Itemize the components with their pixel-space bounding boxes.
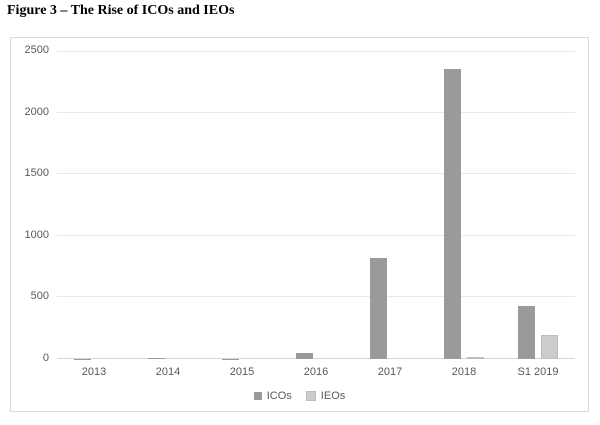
x-axis-label-2015: 2015 — [229, 366, 255, 378]
bar-group-2015 — [205, 51, 279, 359]
legend-label-icos: ICOs — [266, 390, 292, 402]
gridline — [57, 296, 575, 298]
x-axis-label-2014: 2014 — [155, 366, 181, 378]
bar-group-2013 — [57, 51, 131, 359]
figure-title: Figure 3 – The Rise of ICOs and IEOs — [7, 3, 235, 18]
x-axis-labels: 2013 2014 2015 2016 2017 2018 S1 2019 — [57, 366, 575, 378]
y-tick-label: 500 — [30, 290, 49, 303]
legend-swatch-icos — [253, 392, 262, 400]
x-axis-label-2013: 2013 — [81, 366, 107, 378]
y-axis-labels: 0 500 1000 1500 2000 2500 — [11, 38, 49, 411]
bar-group-2016 — [279, 51, 353, 359]
bar-icos-s1-2019 — [518, 306, 535, 359]
bar-icos-2016 — [296, 353, 313, 359]
y-tick-label: 1000 — [24, 228, 49, 241]
x-axis-label-2018: 2018 — [451, 366, 477, 378]
y-tick-label: 1500 — [24, 167, 49, 180]
bar-group-2017 — [353, 51, 427, 359]
x-axis-label-s1-2019: S1 2019 — [517, 366, 559, 378]
x-axis-label-2017: 2017 — [377, 366, 403, 378]
legend-item-icos: ICOs — [253, 390, 292, 402]
x-axis-label-2016: 2016 — [303, 366, 329, 378]
bar-group-s1-2019 — [501, 51, 575, 359]
bar-group-2014 — [131, 51, 205, 359]
legend: ICOs IEOs — [11, 390, 588, 402]
gridline — [57, 51, 575, 52]
x-axis-line — [57, 358, 575, 359]
legend-item-ieos: IEOs — [305, 390, 346, 402]
gridline — [57, 173, 575, 175]
chart-area: 0 500 1000 1500 2000 2500 2013 2014 2015 2016 201… — [10, 37, 589, 412]
bar-icos-2017 — [370, 257, 387, 359]
bar-groups — [57, 51, 575, 359]
gridline — [57, 234, 575, 236]
legend-label-ieos: IEOs — [320, 390, 346, 402]
y-tick-label: 2000 — [24, 105, 49, 118]
y-tick-label: 0 — [42, 352, 49, 364]
bar-group-2018 — [427, 51, 501, 359]
bar-icos-2018 — [444, 69, 461, 359]
bar-ieos-s1-2019 — [541, 334, 558, 359]
bar-icos-2014 — [148, 357, 165, 359]
gridline — [57, 111, 575, 113]
legend-swatch-ieos — [305, 391, 316, 401]
y-tick-label: 2500 — [24, 44, 49, 56]
plot-area — [57, 51, 575, 359]
bar-ieos-2018 — [467, 357, 484, 359]
